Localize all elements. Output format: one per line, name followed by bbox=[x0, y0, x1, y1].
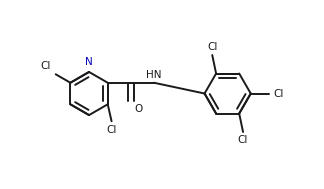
Text: N: N bbox=[85, 57, 93, 67]
Text: HN: HN bbox=[146, 70, 162, 80]
Text: Cl: Cl bbox=[41, 61, 51, 71]
Text: O: O bbox=[135, 104, 143, 114]
Text: Cl: Cl bbox=[273, 88, 284, 98]
Text: Cl: Cl bbox=[106, 125, 117, 135]
Text: Cl: Cl bbox=[207, 42, 217, 52]
Text: Cl: Cl bbox=[238, 135, 248, 145]
